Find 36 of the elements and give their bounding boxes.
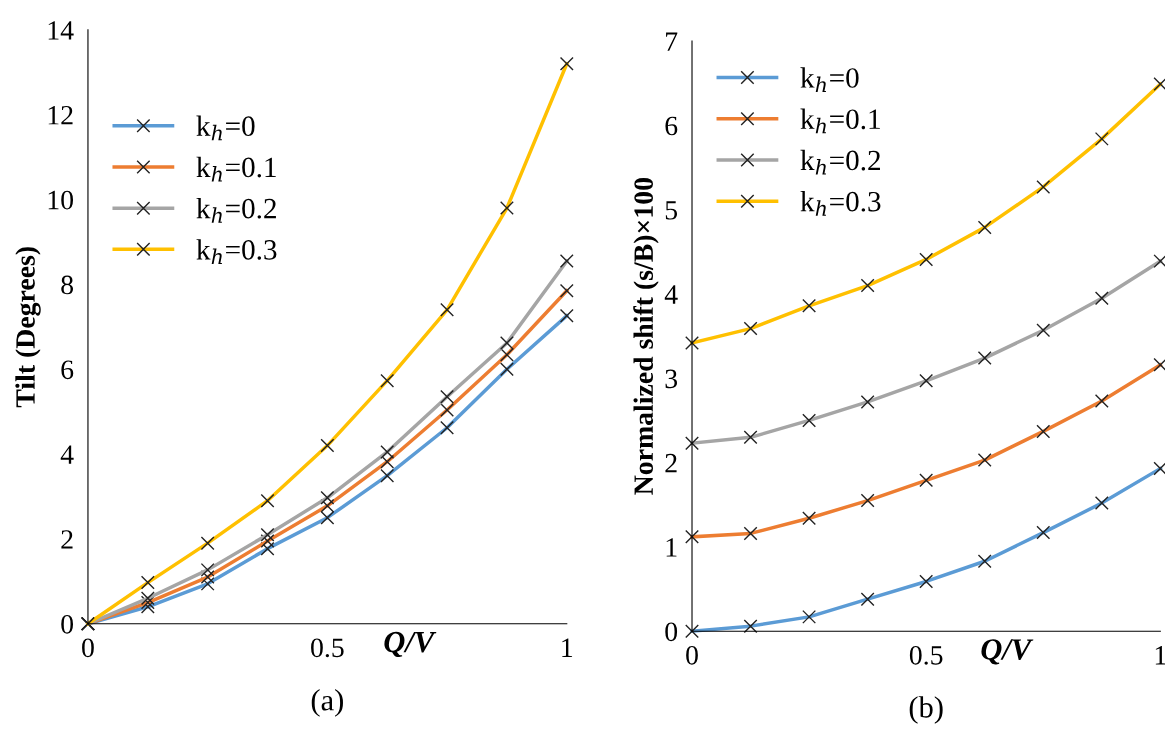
y-tick-label: 5 [665,201,678,220]
legend-label: k$_{h}$=0 [800,67,859,93]
y-tick-label: 6 [665,116,678,136]
y-tick-label: 4 [60,445,74,464]
x-tick-label: 1 [562,638,573,657]
x-tick-label: 0 [82,638,94,658]
legend-label: k$_{h}$=0.3 [196,239,277,264]
text: (b) [909,696,943,724]
legend-label: k$_{h}$=0.1 [800,108,880,134]
y-tick-label: 1 [666,538,677,557]
y-tick-label: 2 [665,453,677,473]
y-tick-label: 8 [61,275,74,295]
y-tick-label: 10 [48,190,74,210]
x-tick-label: 1 [1155,646,1165,665]
y-tick-label: 0 [665,622,678,642]
x-tick-label: 0 [686,645,698,665]
x-tick-label: 0.5 [311,638,344,658]
x-axis-title: Q/V [981,639,1034,665]
y-tick-label: 12 [48,105,73,125]
legend-label: k$_{h}$=0.2 [196,197,276,223]
legend-label: k$_{h}$=0.2 [800,149,880,175]
x-tick-label: 0.5 [909,645,943,665]
legend-label: k$_{h}$=0.1 [196,156,276,182]
legend-label: k$_{h}$=0 [196,115,255,141]
y-axis-title: Normalized shift (s/B)×100 [633,178,659,495]
y-tick-label: 14 [48,21,74,40]
y-tick-label: 6 [61,360,74,380]
y-tick-label: 4 [664,285,678,304]
y-axis-title: Tilt (Degrees) [15,247,41,408]
y-tick-label: 2 [61,530,73,549]
x-axis-title: Q/V [384,631,437,658]
legend-label: k$_{h}$=0.3 [800,190,881,216]
y-tick-label: 7 [666,32,678,51]
y-tick-label: 0 [61,614,74,634]
y-tick-label: 3 [665,369,678,389]
text: (a) [311,689,343,717]
